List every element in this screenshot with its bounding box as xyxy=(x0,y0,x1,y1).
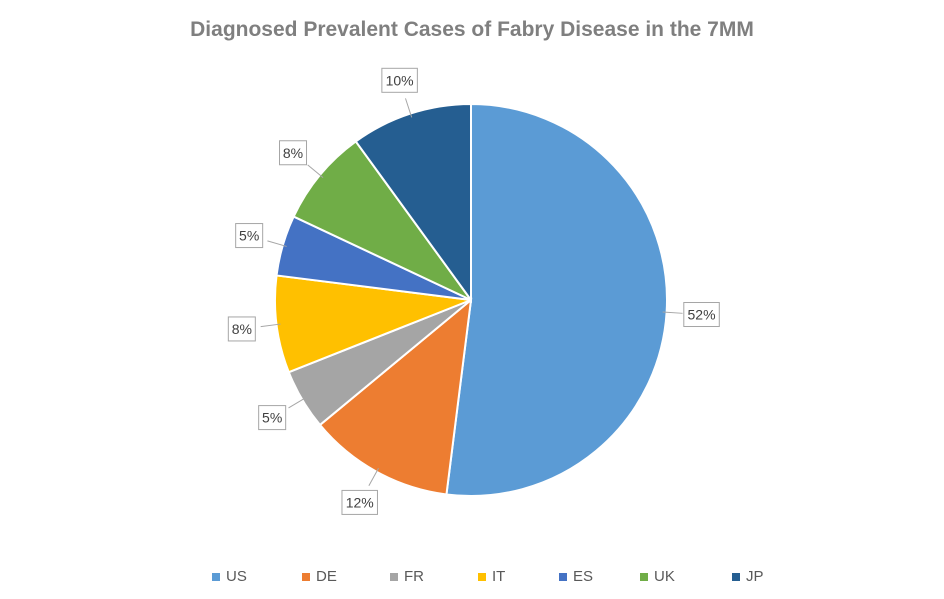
data-label-text: 8% xyxy=(283,145,303,161)
legend-label: DE xyxy=(316,568,337,585)
legend-label: UK xyxy=(654,568,675,585)
legend-label: ES xyxy=(573,568,594,585)
data-label-box xyxy=(258,405,287,431)
leader-line xyxy=(288,397,306,409)
data-label-text: 10% xyxy=(386,72,414,88)
leader-line xyxy=(267,240,287,247)
legend-item-es: ES xyxy=(559,568,593,585)
leader-line xyxy=(307,164,324,178)
legend-item-fr: FR xyxy=(390,568,424,585)
data-label-box xyxy=(227,316,256,342)
data-label-text: 8% xyxy=(232,321,252,337)
data-label-uk: 8% xyxy=(279,140,324,178)
data-label-it: 8% xyxy=(227,316,281,342)
data-label-us: 52% xyxy=(662,302,720,328)
data-label-text: 5% xyxy=(262,410,282,426)
data-label-fr: 5% xyxy=(258,397,306,431)
legend-marker xyxy=(302,572,310,581)
data-label-text: 52% xyxy=(688,307,716,323)
legend-label: US xyxy=(226,568,247,585)
legend-marker xyxy=(559,572,567,581)
legend-marker xyxy=(640,572,648,581)
legend-marker xyxy=(478,572,486,581)
legend-marker xyxy=(390,572,398,581)
leader-line xyxy=(368,468,379,487)
chart-title: Diagnosed Prevalent Cases of Fabry Disea… xyxy=(190,18,754,41)
legend-label: IT xyxy=(492,568,506,585)
leader-line xyxy=(405,98,413,118)
legend-item-it: IT xyxy=(478,568,505,585)
legend-item-jp: JP xyxy=(732,568,764,585)
data-label-text: 5% xyxy=(239,228,259,244)
legend-item-us: US xyxy=(212,568,247,585)
legend-item-de: DE xyxy=(302,568,337,585)
data-label-box xyxy=(381,67,418,93)
legend-label: JP xyxy=(746,568,764,585)
legend-marker xyxy=(732,572,740,581)
leader-line xyxy=(260,323,281,328)
data-label-de: 12% xyxy=(341,468,379,515)
data-label-box xyxy=(279,140,308,166)
data-label-text: 12% xyxy=(346,494,374,510)
legend-label: FR xyxy=(404,568,424,585)
legend-item-uk: UK xyxy=(640,568,675,585)
legend: US DE FR IT ES UK JP xyxy=(0,568,944,590)
pie-slice-us xyxy=(445,102,668,497)
data-label-es: 5% xyxy=(235,223,287,249)
data-label-jp: 10% xyxy=(381,67,418,118)
legend-marker xyxy=(212,572,220,581)
data-label-box xyxy=(341,489,378,515)
data-label-box xyxy=(683,302,720,328)
leader-line xyxy=(662,311,683,314)
data-label-box xyxy=(235,223,264,249)
